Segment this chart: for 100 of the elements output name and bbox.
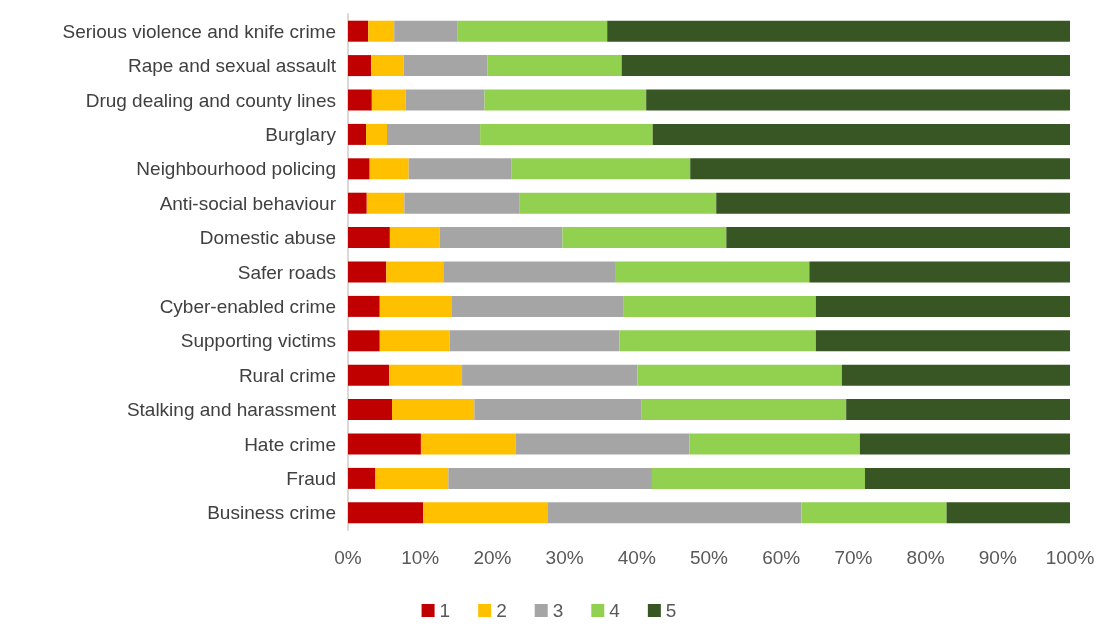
bar — [859, 433, 1070, 455]
bar — [420, 433, 516, 455]
bar — [448, 467, 652, 489]
bar — [946, 502, 1070, 524]
bar — [375, 467, 449, 489]
x-tick-label: 60% — [762, 547, 801, 568]
bar — [404, 192, 520, 214]
bar — [369, 158, 409, 180]
y-tick-label: Safer roads — [237, 261, 336, 283]
bar — [841, 364, 1070, 386]
bar — [371, 55, 404, 77]
bar — [864, 467, 1070, 489]
bar — [621, 55, 1070, 77]
y-tick-label: Anti-social behaviour — [159, 192, 337, 214]
bar — [366, 192, 405, 214]
bar — [348, 192, 367, 214]
bar — [637, 364, 842, 386]
bar — [615, 261, 810, 283]
bar — [408, 158, 512, 180]
legend-label: 3 — [552, 600, 564, 621]
y-tick-label: Supporting victims — [180, 330, 336, 352]
bar — [348, 55, 372, 77]
bar — [348, 399, 393, 421]
bar — [623, 295, 816, 317]
bar — [474, 399, 642, 421]
legend-label: 1 — [439, 600, 451, 621]
bar — [348, 433, 421, 455]
x-tick-label: 70% — [834, 547, 873, 568]
bar — [562, 227, 727, 249]
bar — [716, 192, 1070, 214]
bar — [619, 330, 816, 352]
bar — [379, 295, 452, 317]
bar — [348, 261, 387, 283]
bar — [348, 330, 380, 352]
bar — [348, 364, 390, 386]
x-tick-label: 50% — [689, 547, 729, 568]
bar — [348, 89, 372, 111]
bar — [348, 227, 390, 249]
bar — [403, 55, 488, 77]
x-tick-label: 30% — [545, 547, 584, 568]
bar — [480, 123, 653, 145]
y-tick-label: Burglary — [265, 123, 337, 145]
bar — [443, 261, 616, 283]
bar — [389, 227, 440, 249]
bar — [348, 123, 367, 145]
bar — [607, 20, 1070, 42]
bar — [348, 467, 376, 489]
bar — [462, 364, 638, 386]
bar — [366, 123, 387, 145]
bar — [519, 192, 717, 214]
bar — [386, 123, 481, 145]
bar — [689, 433, 860, 455]
bar — [348, 295, 380, 317]
bar — [646, 89, 1070, 111]
y-tick-label: Stalking and harassment — [126, 399, 337, 421]
bar — [405, 89, 485, 111]
bar — [368, 20, 395, 42]
bar — [641, 399, 847, 421]
bar — [449, 330, 620, 352]
bar — [379, 330, 450, 352]
bar — [348, 158, 370, 180]
y-tick-label: Hate crime — [244, 433, 336, 455]
bar — [651, 467, 865, 489]
bar — [348, 502, 424, 524]
bar — [815, 330, 1070, 352]
y-tick-label: Rape and sexual assault — [127, 55, 337, 77]
x-tick-label: 40% — [617, 547, 656, 568]
bar — [371, 89, 406, 111]
bar — [484, 89, 647, 111]
legend-label: 2 — [496, 600, 507, 621]
legend-label: 4 — [609, 600, 621, 621]
bar — [846, 399, 1070, 421]
bar — [726, 227, 1070, 249]
x-tick-label: 20% — [473, 547, 512, 568]
bar — [511, 158, 691, 180]
x-tick-label: 10% — [401, 547, 440, 568]
x-tick-label: 80% — [906, 547, 945, 568]
bar — [809, 261, 1070, 283]
bar — [451, 295, 624, 317]
y-tick-label: Business crime — [207, 502, 336, 524]
bar — [815, 295, 1070, 317]
x-tick-label: 0% — [334, 547, 362, 568]
bar — [515, 433, 690, 455]
bar — [394, 20, 458, 42]
y-tick-label: Domestic abuse — [199, 227, 336, 249]
bar — [801, 502, 947, 524]
y-tick-label: Cyber-enabled crime — [159, 295, 336, 317]
bar — [348, 20, 369, 42]
bar — [423, 502, 548, 524]
y-tick-label: Serious violence and knife crime — [62, 20, 336, 42]
bar — [386, 261, 444, 283]
y-tick-label: Neighbourhood policing — [136, 158, 336, 180]
y-tick-label: Rural crime — [238, 364, 336, 386]
legend-label: 5 — [665, 600, 677, 621]
x-tick-label: 100% — [1045, 547, 1095, 568]
bar — [392, 399, 475, 421]
bar — [457, 20, 608, 42]
bar — [652, 123, 1070, 145]
y-tick-label: Fraud — [286, 467, 336, 489]
bar — [547, 502, 802, 524]
